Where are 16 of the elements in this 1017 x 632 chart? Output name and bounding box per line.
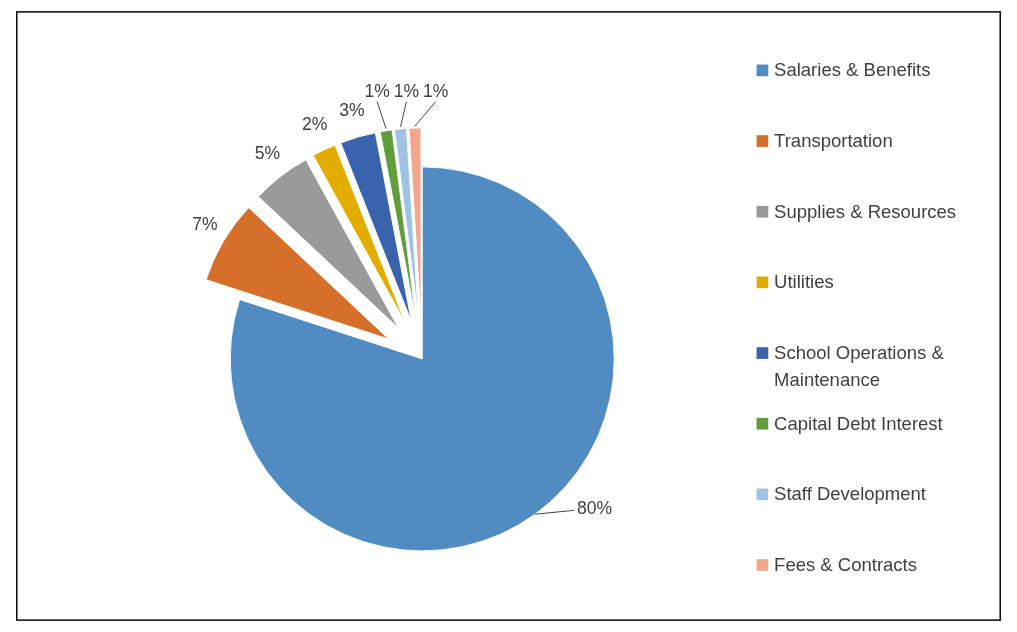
- legend-label: Supplies & Resources: [774, 200, 957, 222]
- data-label: 5%: [254, 143, 281, 164]
- legend-label: Capital Debt Interest: [774, 412, 943, 434]
- legend-label: Staff Development: [774, 483, 926, 505]
- legend-label: School Operations & Maintenance: [774, 341, 945, 391]
- legend-label: Utilities: [774, 271, 834, 293]
- data-label: 3%: [339, 100, 365, 121]
- data-label: 7%: [192, 214, 218, 235]
- data-label: 2%: [302, 114, 328, 135]
- legend-label: Transportation: [774, 129, 893, 151]
- data-label: 80%: [577, 498, 613, 519]
- data-label: 1%: [422, 80, 449, 101]
- legend-label: Fees & Contracts: [774, 553, 918, 575]
- data-label: 1%: [364, 80, 390, 101]
- data-label: 1%: [393, 80, 420, 101]
- legend-label: Salaries & Benefits: [774, 59, 931, 81]
